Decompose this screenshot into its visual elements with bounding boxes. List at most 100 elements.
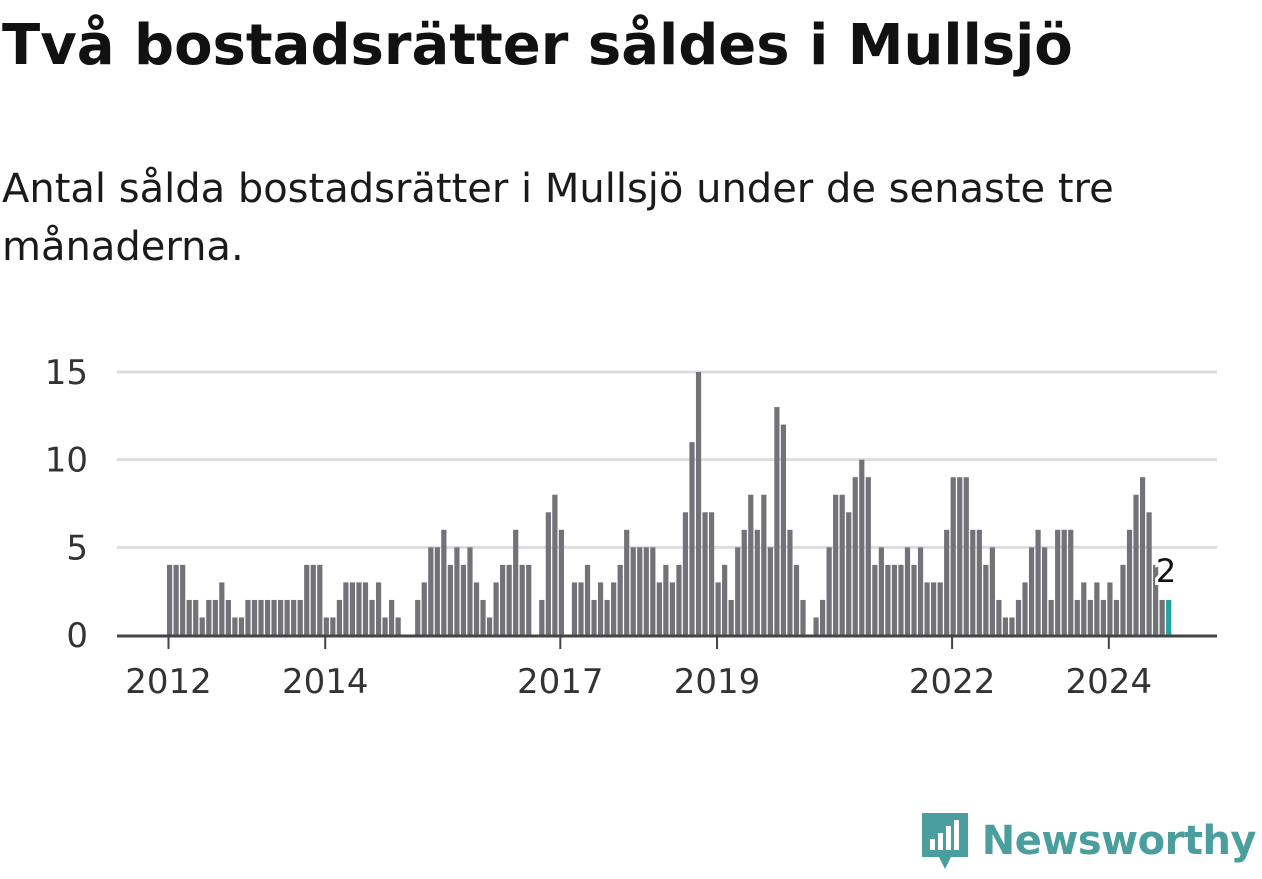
bar — [715, 582, 721, 635]
bar — [310, 564, 316, 635]
bar — [859, 459, 865, 635]
bar — [219, 582, 225, 635]
bar — [650, 547, 656, 635]
bar — [780, 424, 787, 635]
bar — [937, 582, 943, 635]
bar — [702, 512, 708, 635]
bar — [356, 582, 362, 635]
bar-chart: 0 5 10 15 2 2012 2014 2017 2019 2022 2024 — [45, 353, 1217, 702]
bar — [924, 582, 930, 635]
bar — [872, 564, 878, 635]
bar — [669, 582, 676, 635]
bar — [460, 564, 467, 635]
bar — [931, 582, 937, 635]
bar — [826, 547, 832, 635]
bar — [264, 599, 271, 635]
bar — [212, 599, 218, 635]
bar — [630, 547, 636, 635]
bar — [1048, 599, 1054, 635]
bar — [1022, 582, 1028, 635]
bar — [271, 599, 277, 635]
bar — [545, 512, 551, 635]
bar — [741, 529, 747, 635]
bar — [728, 599, 734, 635]
bar — [846, 512, 852, 635]
bar — [206, 599, 212, 635]
bar — [336, 599, 342, 635]
bar — [434, 547, 440, 635]
bar — [1139, 477, 1146, 635]
bar — [519, 564, 525, 635]
bar — [193, 599, 199, 635]
bar — [186, 599, 192, 635]
bar — [1146, 512, 1152, 635]
bar — [238, 617, 245, 635]
bar — [317, 564, 323, 635]
bar — [297, 599, 303, 635]
bar — [976, 529, 982, 635]
bar — [225, 599, 231, 635]
bar — [604, 599, 610, 635]
bar — [695, 372, 702, 635]
bar — [833, 494, 839, 635]
bar — [1009, 617, 1015, 635]
y-tick-label: 0 — [66, 616, 88, 656]
highlight-bar — [1166, 599, 1172, 635]
bar — [898, 564, 904, 635]
bar — [578, 582, 584, 635]
bar — [513, 529, 519, 635]
bar — [395, 617, 401, 635]
bar — [637, 547, 643, 635]
y-tick-label: 15 — [45, 353, 88, 393]
bar — [245, 599, 251, 635]
bar — [748, 494, 754, 635]
bar — [1055, 529, 1061, 635]
bar — [904, 547, 911, 635]
bar — [251, 599, 258, 635]
bar — [428, 547, 434, 635]
bar — [963, 477, 969, 635]
bar — [167, 564, 173, 635]
bar — [800, 599, 806, 635]
bar — [970, 529, 976, 635]
bar — [304, 564, 310, 635]
bar — [989, 547, 995, 635]
bar — [1094, 582, 1100, 635]
bar — [957, 477, 963, 635]
bar — [375, 582, 382, 635]
bar — [852, 477, 858, 635]
chart-subtitle: Antal sålda bostadsrätter i Mullsjö unde… — [2, 166, 1114, 270]
bar — [558, 529, 564, 635]
bar — [343, 582, 349, 635]
bar — [1074, 599, 1080, 635]
bar — [389, 599, 395, 635]
bar — [767, 547, 773, 635]
bar — [735, 547, 741, 635]
bar — [1081, 582, 1087, 635]
bar — [950, 477, 956, 635]
newsworthy-brand[interactable]: Newsworthy — [920, 809, 1257, 873]
bar — [349, 582, 356, 635]
bar — [597, 582, 604, 635]
bar — [1113, 599, 1120, 635]
bar — [865, 477, 871, 635]
bar — [500, 564, 506, 635]
y-tick-label: 5 — [66, 528, 88, 568]
bar — [885, 564, 891, 635]
highlight-value-label: 2 — [1156, 552, 1176, 590]
bar — [754, 529, 760, 635]
bar — [473, 582, 480, 635]
bar — [467, 547, 473, 635]
bar — [1120, 564, 1126, 635]
bar — [787, 529, 793, 635]
bar — [917, 547, 924, 635]
bar — [1061, 529, 1067, 635]
bar — [911, 564, 917, 635]
bar — [983, 564, 989, 635]
bar — [611, 582, 617, 635]
chart-title: Två bostadsrätter såldes i Mullsjö — [2, 13, 1073, 78]
bar — [1107, 582, 1113, 635]
bar — [278, 599, 284, 635]
bar — [656, 582, 662, 635]
bar — [1159, 599, 1165, 635]
